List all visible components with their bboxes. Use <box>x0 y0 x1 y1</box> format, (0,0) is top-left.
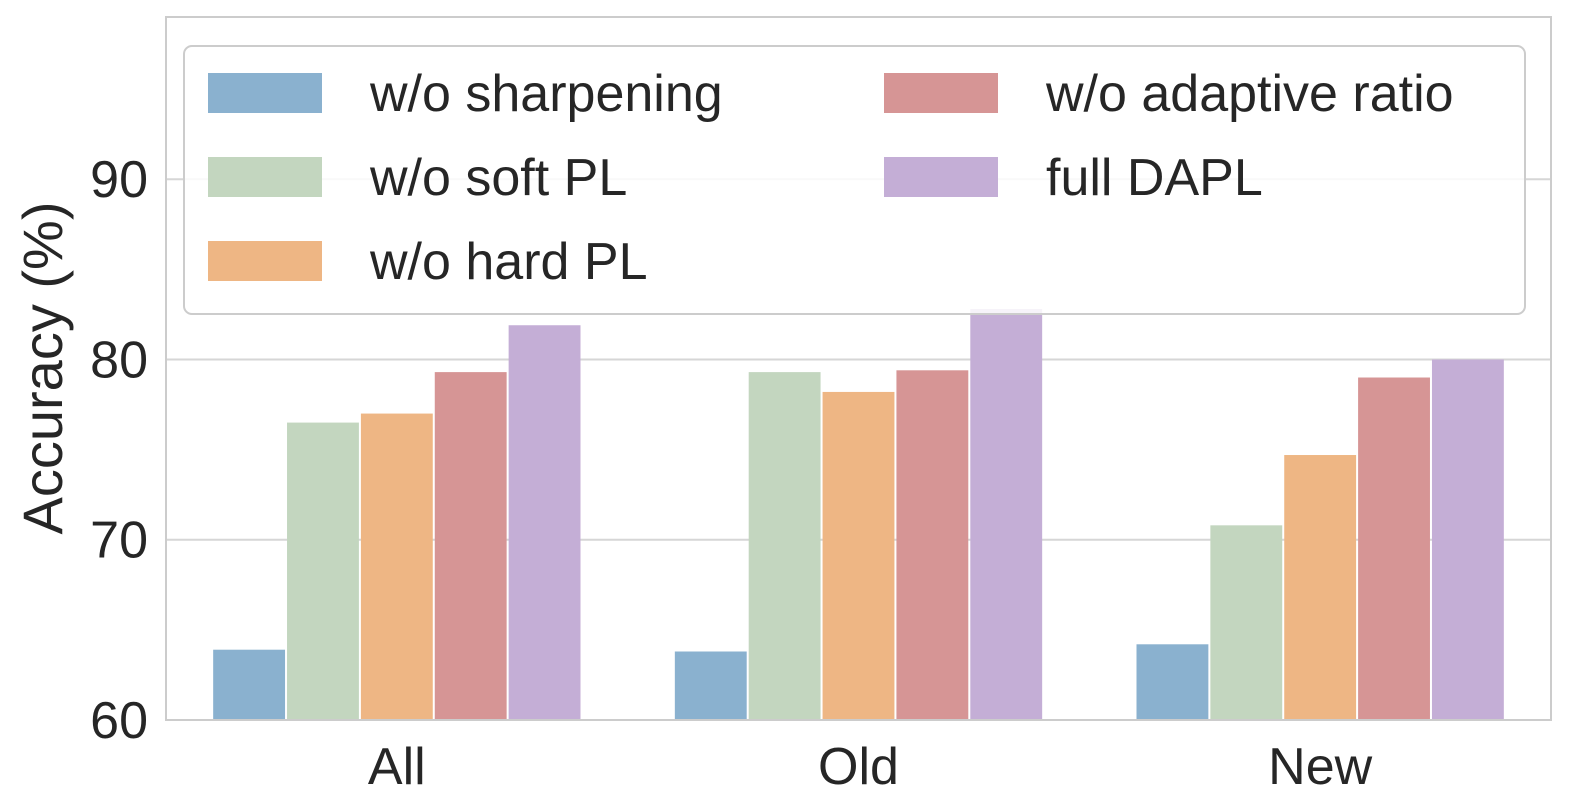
legend-swatch <box>884 157 998 197</box>
bar-full-dapl-old <box>970 309 1043 720</box>
legend-swatch <box>208 157 322 197</box>
legend-swatch <box>208 73 322 113</box>
bar-w-o-sharpening-all <box>213 649 286 720</box>
y-tick-label: 90 <box>90 151 148 209</box>
bar-w-o-hard-pl-old <box>822 391 895 720</box>
bar-w-o-adaptive-ratio-new <box>1358 377 1430 720</box>
y-tick-label: 80 <box>90 331 148 389</box>
bar-w-o-adaptive-ratio-old <box>896 370 969 720</box>
bar-w-o-adaptive-ratio-all <box>434 372 507 720</box>
legend-label: full DAPL <box>1046 149 1263 207</box>
y-axis-label: Accuracy (%) <box>11 202 74 535</box>
x-tick-label: All <box>368 738 426 796</box>
bar-w-o-soft-pl-all <box>287 422 359 720</box>
legend: w/o sharpening w/o soft PL w/o hard PL w/o … <box>183 45 1526 315</box>
bar-w-o-hard-pl-new <box>1284 455 1357 720</box>
bar-w-o-hard-pl-all <box>360 413 433 720</box>
bar-w-o-soft-pl-new <box>1210 525 1283 720</box>
bars <box>213 309 1504 720</box>
bar-w-o-soft-pl-old <box>748 372 821 720</box>
x-tick-labels: All Old New <box>368 738 1373 796</box>
legend-swatch <box>208 241 322 281</box>
bar-w-o-sharpening-old <box>674 651 747 720</box>
x-tick-label: Old <box>818 738 899 796</box>
y-tick-label: 60 <box>90 692 148 750</box>
plot-frame <box>165 16 1552 721</box>
legend-label: w/o sharpening <box>369 65 723 123</box>
legend-swatch <box>884 73 998 113</box>
legend-box <box>183 45 1526 315</box>
bar-w-o-sharpening-new <box>1136 644 1209 720</box>
legend-label: w/o hard PL <box>369 233 648 291</box>
bar-full-dapl-all <box>508 325 581 720</box>
y-tick-label: 70 <box>90 512 148 570</box>
y-tick-labels: 60 70 80 90 <box>90 151 148 750</box>
legend-label: w/o soft PL <box>369 149 627 207</box>
legend-label: w/o adaptive ratio <box>1045 65 1454 123</box>
bar-full-dapl-new <box>1431 359 1504 720</box>
x-tick-label: New <box>1268 738 1372 796</box>
